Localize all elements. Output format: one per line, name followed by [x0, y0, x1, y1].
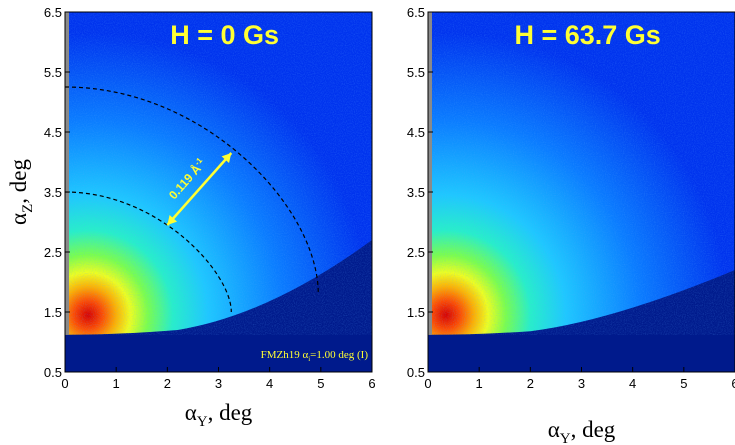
x-tick-label: 1: [113, 376, 120, 391]
speckle-texture: [428, 12, 735, 335]
x-tick-label: 2: [527, 376, 534, 391]
right-x-axis-label: αY, deg: [548, 417, 616, 445]
left-panel-title: H = 0 Gs: [170, 20, 279, 50]
x-tick-label: 3: [578, 376, 585, 391]
y-tick-label: 2.5: [44, 245, 62, 260]
y-tick-label: 5.5: [407, 65, 425, 80]
right-panel-title: H = 63.7 Gs: [514, 20, 660, 50]
caption-suffix: =1.00 deg (I): [310, 349, 368, 361]
x-tick-label: 6: [731, 376, 735, 391]
scattering-ring: [64, 86, 319, 295]
left-y-axis-subscript: Z: [20, 204, 36, 213]
x-tick-label: 0: [424, 376, 431, 391]
distance-annotation-superscript: -1: [193, 155, 205, 167]
left-y-axis-unit: , deg: [6, 159, 31, 204]
x-tick-label: 4: [266, 376, 273, 391]
caption-prefix: FMZh19 α: [261, 349, 309, 361]
y-tick-label: 6.5: [407, 5, 425, 20]
left-x-axis-symbol: α: [185, 400, 197, 425]
left-x-axis-subscript: Y: [197, 414, 208, 430]
x-tick-label: 5: [317, 376, 324, 391]
y-tick-label: 3.5: [407, 185, 425, 200]
speckle-texture: [65, 12, 372, 335]
left-distance-arrow: [166, 152, 233, 226]
left-scattering-rings: [64, 86, 319, 313]
arrow-shaft: [166, 152, 233, 226]
left-x-axis-label: αY, deg: [185, 400, 253, 430]
sample-edge-strip: [65, 12, 69, 335]
y-tick-label: 6.5: [44, 5, 62, 20]
right-x-axis-symbol: α: [548, 417, 560, 442]
scattering-ring: [64, 191, 232, 313]
right-x-axis-subscript: Y: [560, 431, 571, 445]
x-tick-label: 6: [368, 376, 375, 391]
right-heatmap-surface: [428, 12, 735, 372]
x-tick-label: 4: [629, 376, 636, 391]
sample-edge-strip: [428, 12, 432, 335]
right-axis-ticks: 0 1 2 3 4 5 6 0.5 1.5 2.5 3.5 4.5 5.5 6.5: [407, 5, 735, 391]
y-tick-label: 4.5: [44, 125, 62, 140]
y-tick-label: 0.5: [44, 365, 62, 380]
left-y-axis-symbol: α: [6, 213, 31, 225]
x-tick-label: 1: [476, 376, 483, 391]
left-axis-ticks: 0 1 2 3 4 5 6 0.5 1.5 2.5 3.5 4.5 5.5 6.5: [44, 5, 376, 391]
y-tick-label: 3.5: [44, 185, 62, 200]
left-heatmap-panel: 0 1 2 3 4 5 6 0.5 1.5 2.5 3.5 4.5 5.5 6.5 H = 0 Gs 0.…: [6, 5, 376, 430]
y-tick-label: 5.5: [44, 65, 62, 80]
right-x-axis-unit: , deg: [571, 417, 616, 442]
x-tick-label: 2: [164, 376, 171, 391]
y-tick-label: 1.5: [44, 305, 62, 320]
sample-caption: FMZh19 αi=1.00 deg (I): [261, 349, 369, 363]
left-y-axis-label: αZ, deg: [6, 159, 36, 225]
left-x-axis-unit: , deg: [208, 400, 253, 425]
caption-subscript: i: [308, 355, 310, 363]
arrow-head: [167, 214, 178, 225]
left-heatmap-surface: [65, 12, 372, 372]
y-tick-label: 1.5: [407, 305, 425, 320]
x-tick-label: 5: [680, 376, 687, 391]
right-heatmap-panel: 0 1 2 3 4 5 6 0.5 1.5 2.5 3.5 4.5 5.5 6.5 H = 63.7 Gs…: [407, 5, 735, 445]
y-tick-label: 2.5: [407, 245, 425, 260]
x-tick-label: 0: [61, 376, 68, 391]
y-tick-label: 0.5: [407, 365, 425, 380]
x-tick-label: 3: [215, 376, 222, 391]
y-tick-label: 4.5: [407, 125, 425, 140]
arrow-head: [221, 153, 232, 164]
